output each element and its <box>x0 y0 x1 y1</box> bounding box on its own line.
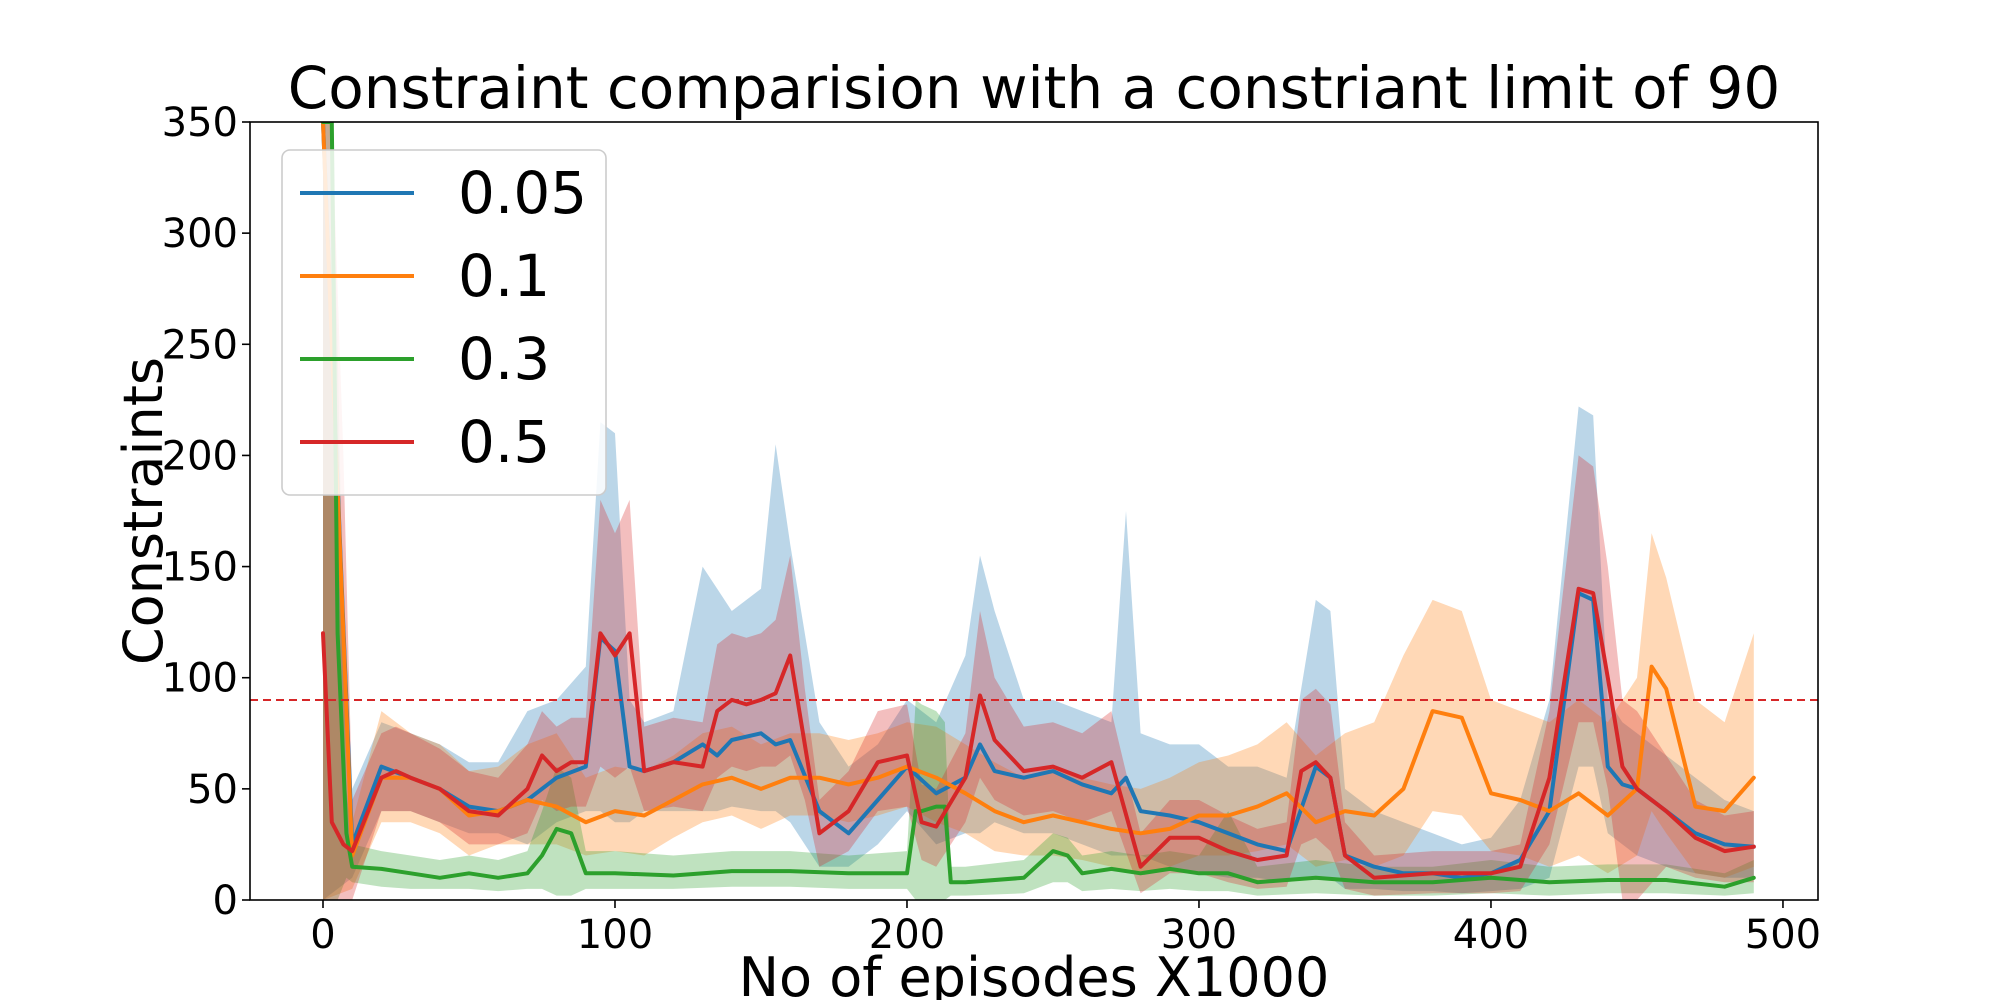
y-tick-label: 250 <box>162 322 238 368</box>
y-axis-label: Constraints <box>112 357 175 665</box>
x-tick-label: 300 <box>1161 912 1237 958</box>
legend-label-1: 0.05 <box>458 159 587 227</box>
band-series-4 <box>323 122 1754 900</box>
y-tick-label: 50 <box>187 767 238 813</box>
line-series-4 <box>321 586 1756 880</box>
axis-ticks: 0 100 200 300 400 500 0 50 100 150 200 250 300 350 <box>162 100 1822 958</box>
line-series-3 <box>321 122 1756 889</box>
y-tick-label: 350 <box>162 100 238 146</box>
legend: 0.05 0.1 0.3 0.5 <box>281 149 607 496</box>
plot-area <box>250 122 1818 900</box>
legend-label-4: 0.5 <box>458 408 550 476</box>
y-tick-label: 150 <box>162 545 238 591</box>
plot-frame <box>249 121 1819 901</box>
series-lines <box>321 122 1756 889</box>
band-series-2 <box>323 122 1754 900</box>
x-tick-label: 400 <box>1453 912 1529 958</box>
confidence-bands <box>323 122 1754 900</box>
legend-items: 0.05 0.1 0.3 0.5 <box>300 159 587 476</box>
y-tick-label: 100 <box>162 656 238 702</box>
y-tick-label: 200 <box>162 433 238 479</box>
x-tick-label: 100 <box>577 912 653 958</box>
legend-box <box>281 149 607 496</box>
x-axis-label: No of episodes X1000 <box>739 946 1330 1000</box>
legend-label-2: 0.1 <box>458 242 550 310</box>
y-tick-label: 300 <box>162 211 238 257</box>
x-tick-label: 200 <box>869 912 945 958</box>
x-tick-label: 0 <box>310 912 335 958</box>
legend-label-3: 0.3 <box>458 325 550 393</box>
chart-title: Constraint comparision with a constriant… <box>288 54 1781 122</box>
y-tick-label: 0 <box>213 878 238 924</box>
x-tick-label: 500 <box>1745 912 1821 958</box>
band-series-1 <box>323 122 1754 900</box>
